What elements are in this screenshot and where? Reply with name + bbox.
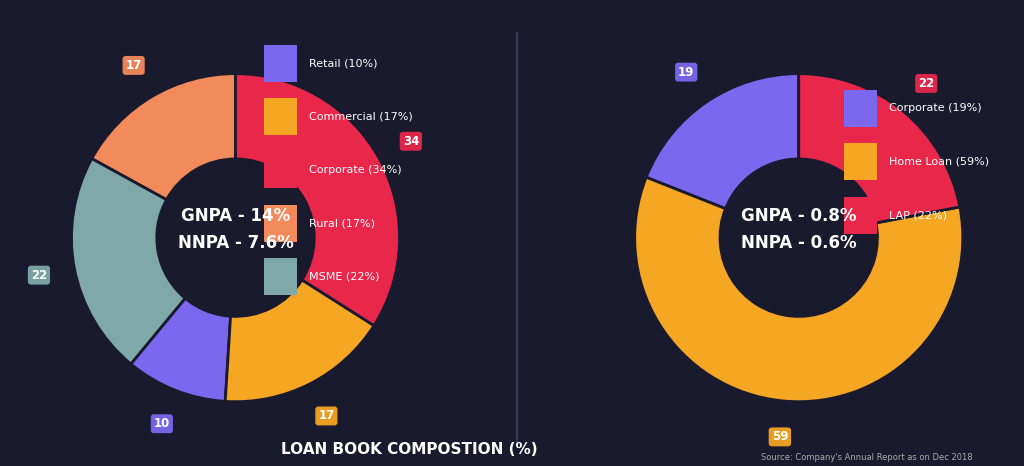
Text: GNPA - 14%
NNPA - 7.6%: GNPA - 14% NNPA - 7.6% (177, 207, 294, 252)
Wedge shape (635, 177, 963, 402)
Text: 22: 22 (919, 77, 935, 90)
Text: MSME (22%): MSME (22%) (309, 272, 380, 281)
Text: Source: Company's Annual Report as on Dec 2018: Source: Company's Annual Report as on De… (761, 453, 973, 462)
Text: GNPA - 0.8%
NNPA - 0.6%: GNPA - 0.8% NNPA - 0.6% (741, 207, 856, 252)
Text: Commercial (17%): Commercial (17%) (309, 112, 413, 122)
FancyBboxPatch shape (264, 151, 297, 188)
Text: 34: 34 (402, 135, 419, 148)
Wedge shape (225, 280, 374, 402)
Wedge shape (72, 158, 185, 364)
Text: 10: 10 (154, 417, 170, 430)
FancyBboxPatch shape (844, 197, 877, 233)
FancyBboxPatch shape (264, 205, 297, 242)
Wedge shape (92, 74, 236, 200)
FancyBboxPatch shape (844, 90, 877, 127)
FancyBboxPatch shape (264, 45, 297, 82)
Text: 17: 17 (318, 410, 335, 423)
Wedge shape (799, 74, 959, 223)
Text: Rural (17%): Rural (17%) (309, 218, 376, 228)
Text: LAP (22%): LAP (22%) (889, 210, 947, 220)
Text: Retail (10%): Retail (10%) (309, 58, 378, 69)
Text: 19: 19 (678, 66, 694, 79)
Text: 17: 17 (126, 59, 141, 72)
Wedge shape (646, 74, 799, 209)
FancyBboxPatch shape (264, 258, 297, 295)
Text: Corporate (34%): Corporate (34%) (309, 165, 402, 175)
Text: Home Loan (59%): Home Loan (59%) (889, 157, 989, 167)
Wedge shape (236, 74, 399, 326)
FancyBboxPatch shape (264, 98, 297, 135)
Text: 22: 22 (31, 269, 47, 281)
Wedge shape (131, 298, 230, 401)
Text: LOAN BOOK COMPOSTION (%): LOAN BOOK COMPOSTION (%) (282, 442, 538, 457)
FancyBboxPatch shape (844, 144, 877, 180)
Text: 59: 59 (772, 431, 788, 443)
Text: Corporate (19%): Corporate (19%) (889, 103, 982, 114)
